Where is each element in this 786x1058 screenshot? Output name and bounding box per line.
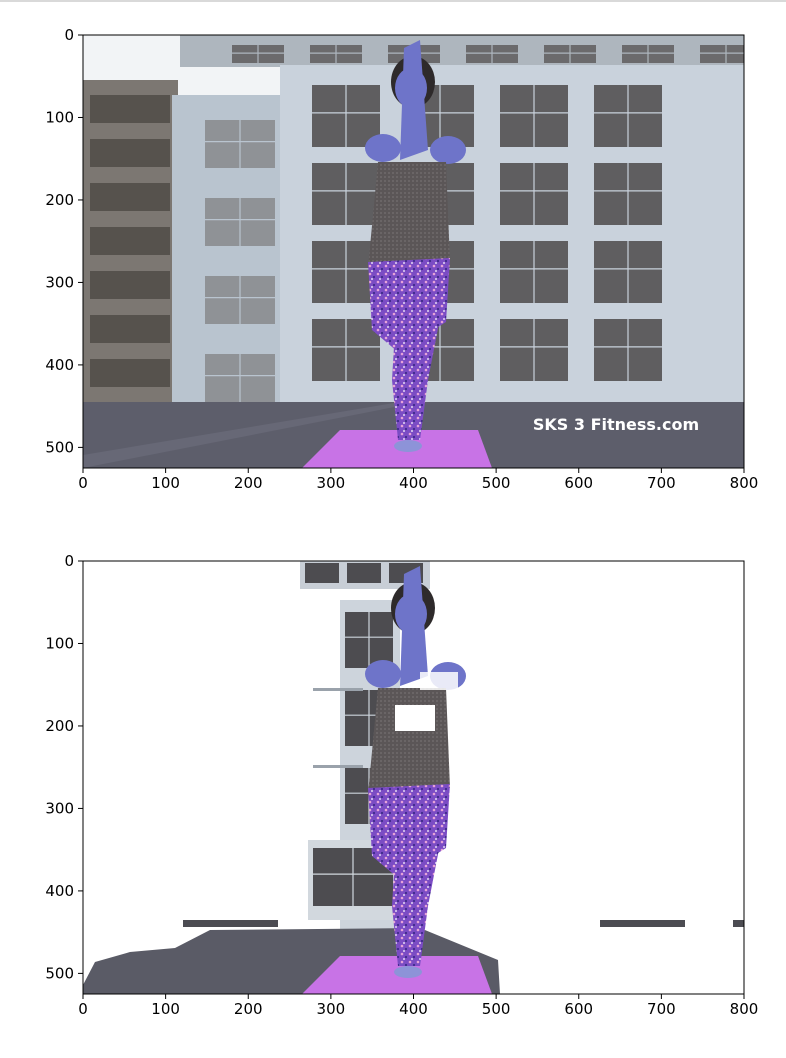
remnant-strip (183, 920, 278, 927)
segmented-image-panel: 0 100 200 300 400 500 600 700 800 0 100 200 300 400 50… (45, 552, 758, 1018)
pants-lower (392, 318, 440, 440)
shirt (368, 162, 450, 268)
x-tick-label: 300 (317, 1000, 346, 1018)
raised-arms (400, 40, 428, 160)
axis-ticks: 0 100 200 300 400 500 600 700 800 0 100 200 300 400 50… (45, 552, 758, 1018)
x-tick-label: 500 (482, 474, 511, 492)
x-tick-label: 100 (151, 474, 180, 492)
y-tick-label: 0 (64, 26, 74, 44)
mask-hole (395, 705, 435, 731)
left-elbow (365, 134, 401, 162)
mask-hole (420, 672, 458, 690)
y-tick-label: 300 (45, 273, 74, 291)
y-tick-label: 100 (45, 634, 74, 652)
building-window (90, 183, 170, 211)
building-window (305, 563, 339, 583)
remnant-strip (733, 920, 744, 927)
shirt (368, 688, 450, 794)
foot (394, 440, 422, 452)
x-tick-label: 800 (730, 1000, 759, 1018)
left-elbow (365, 660, 401, 688)
segmented-photo (83, 561, 744, 994)
pants-lower (392, 844, 440, 966)
x-tick-label: 800 (730, 474, 759, 492)
yoga-person (365, 40, 466, 452)
building-window (90, 95, 170, 123)
right-elbow (430, 136, 466, 164)
y-tick-label: 200 (45, 717, 74, 735)
x-tick-label: 400 (399, 1000, 428, 1018)
remnant-strip (600, 920, 685, 927)
x-tick-label: 400 (399, 474, 428, 492)
building-window (90, 315, 170, 343)
x-tick-label: 0 (78, 1000, 88, 1018)
foot (394, 966, 422, 978)
x-tick-label: 200 (234, 474, 263, 492)
y-tick-label: 100 (45, 108, 74, 126)
top-divider (0, 0, 786, 2)
x-tick-label: 700 (647, 474, 676, 492)
original-photo: SKS 3 Fitness.com (83, 35, 744, 468)
x-tick-label: 700 (647, 1000, 676, 1018)
y-tick-label: 300 (45, 799, 74, 817)
x-tick-label: 600 (564, 1000, 593, 1018)
x-tick-label: 600 (564, 474, 593, 492)
building-window (700, 45, 744, 63)
axis-ticks: 0 100 200 300 400 500 600 700 800 0 100 200 300 400 50… (45, 26, 758, 492)
original-image-panel: SKS 3 Fitness.com 0 100 200 300 400 500 600 700… (45, 26, 758, 492)
rooftop-line (83, 402, 420, 468)
raised-arms (400, 566, 428, 686)
y-tick-label: 500 (45, 438, 74, 456)
building-window (90, 227, 170, 255)
remnant-ledge (313, 765, 363, 768)
x-tick-label: 300 (317, 474, 346, 492)
y-tick-label: 0 (64, 552, 74, 570)
remnant-ledge (313, 688, 363, 691)
x-tick-label: 100 (151, 1000, 180, 1018)
y-tick-label: 500 (45, 964, 74, 982)
x-tick-label: 200 (234, 1000, 263, 1018)
y-tick-label: 400 (45, 356, 74, 374)
building-window (90, 271, 170, 299)
watermark-text: SKS 3 Fitness.com (533, 415, 699, 434)
x-tick-label: 500 (482, 1000, 511, 1018)
building-window (90, 139, 170, 167)
building-window (347, 563, 381, 583)
x-tick-label: 0 (78, 474, 88, 492)
building-window (90, 359, 170, 387)
y-tick-label: 200 (45, 191, 74, 209)
y-tick-label: 400 (45, 882, 74, 900)
